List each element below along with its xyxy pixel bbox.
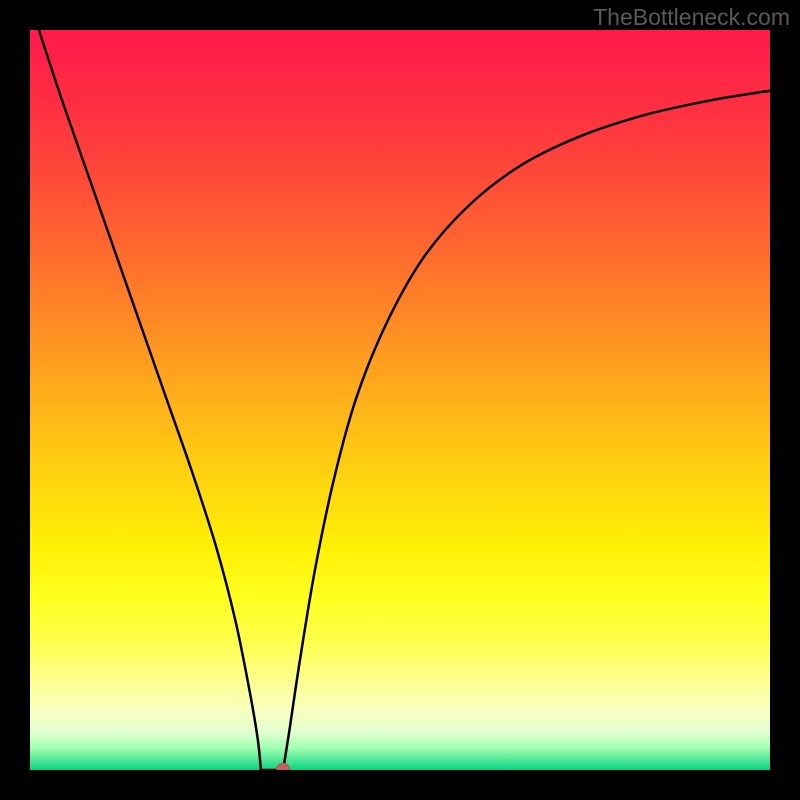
watermark-text: TheBottleneck.com [593, 4, 790, 31]
chart-container: TheBottleneck.com [0, 0, 800, 800]
plot-svg [30, 30, 770, 770]
gradient-background [30, 30, 770, 770]
plot-area [30, 30, 770, 770]
